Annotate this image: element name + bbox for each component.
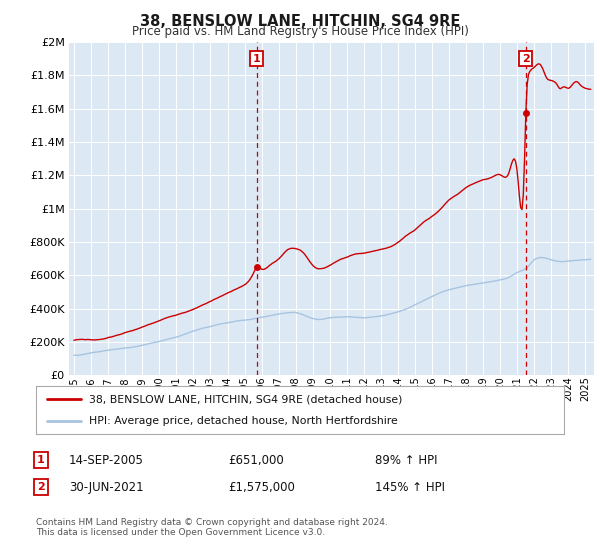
Text: 30-JUN-2021: 30-JUN-2021 (69, 480, 143, 494)
Text: 2: 2 (522, 54, 530, 64)
Text: 38, BENSLOW LANE, HITCHIN, SG4 9RE (detached house): 38, BENSLOW LANE, HITCHIN, SG4 9RE (deta… (89, 394, 402, 404)
Text: 89% ↑ HPI: 89% ↑ HPI (375, 454, 437, 467)
Text: HPI: Average price, detached house, North Hertfordshire: HPI: Average price, detached house, Nort… (89, 416, 398, 426)
Text: Price paid vs. HM Land Registry's House Price Index (HPI): Price paid vs. HM Land Registry's House … (131, 25, 469, 38)
Text: Contains HM Land Registry data © Crown copyright and database right 2024.
This d: Contains HM Land Registry data © Crown c… (36, 518, 388, 538)
Text: 1: 1 (37, 455, 44, 465)
Text: 1: 1 (253, 54, 260, 64)
Text: £1,575,000: £1,575,000 (228, 480, 295, 494)
Text: 145% ↑ HPI: 145% ↑ HPI (375, 480, 445, 494)
Text: £651,000: £651,000 (228, 454, 284, 467)
Text: 38, BENSLOW LANE, HITCHIN, SG4 9RE: 38, BENSLOW LANE, HITCHIN, SG4 9RE (140, 14, 460, 29)
Text: 14-SEP-2005: 14-SEP-2005 (69, 454, 144, 467)
Text: 2: 2 (37, 482, 44, 492)
